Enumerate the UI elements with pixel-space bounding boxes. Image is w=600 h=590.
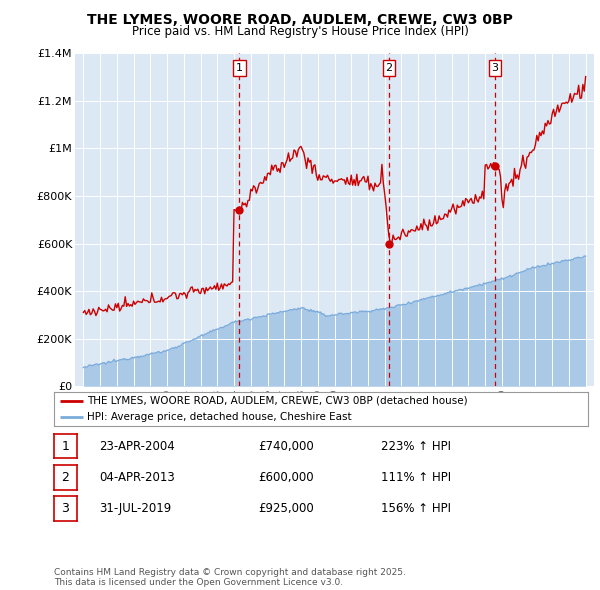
- Text: 223% ↑ HPI: 223% ↑ HPI: [381, 440, 451, 453]
- Text: £740,000: £740,000: [258, 440, 314, 453]
- Text: Price paid vs. HM Land Registry's House Price Index (HPI): Price paid vs. HM Land Registry's House …: [131, 25, 469, 38]
- Text: HPI: Average price, detached house, Cheshire East: HPI: Average price, detached house, Ches…: [87, 412, 352, 422]
- Text: 111% ↑ HPI: 111% ↑ HPI: [381, 471, 451, 484]
- Text: 1: 1: [236, 63, 243, 73]
- Text: £600,000: £600,000: [258, 471, 314, 484]
- Text: THE LYMES, WOORE ROAD, AUDLEM, CREWE, CW3 0BP (detached house): THE LYMES, WOORE ROAD, AUDLEM, CREWE, CW…: [87, 396, 468, 406]
- Text: £925,000: £925,000: [258, 502, 314, 515]
- Text: 2: 2: [386, 63, 392, 73]
- Text: 156% ↑ HPI: 156% ↑ HPI: [381, 502, 451, 515]
- Text: Contains HM Land Registry data © Crown copyright and database right 2025.
This d: Contains HM Land Registry data © Crown c…: [54, 568, 406, 587]
- Text: 3: 3: [61, 502, 70, 515]
- Text: THE LYMES, WOORE ROAD, AUDLEM, CREWE, CW3 0BP: THE LYMES, WOORE ROAD, AUDLEM, CREWE, CW…: [87, 13, 513, 27]
- Text: 31-JUL-2019: 31-JUL-2019: [99, 502, 171, 515]
- Text: 04-APR-2013: 04-APR-2013: [99, 471, 175, 484]
- Text: 3: 3: [491, 63, 499, 73]
- Text: 2: 2: [61, 471, 70, 484]
- Text: 23-APR-2004: 23-APR-2004: [99, 440, 175, 453]
- Text: 1: 1: [61, 440, 70, 453]
